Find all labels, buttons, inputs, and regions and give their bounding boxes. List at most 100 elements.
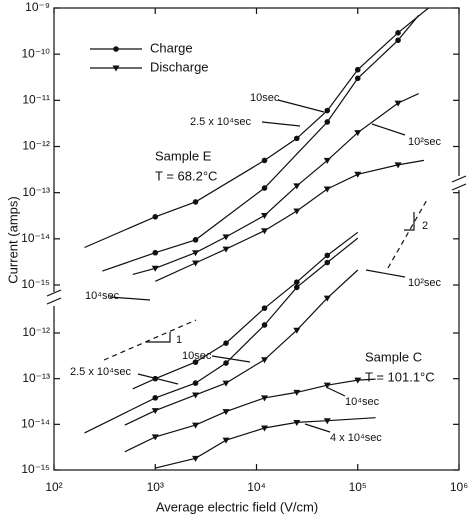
marker [261, 357, 269, 364]
series-line [84, 7, 429, 249]
leader-line [109, 296, 151, 301]
slope-triangle [404, 212, 415, 231]
axis-break-gap [49, 292, 59, 306]
leader-line [325, 386, 346, 397]
marker [151, 265, 159, 272]
y-tick-label: 10⁻¹¹ [22, 93, 50, 107]
marker [323, 157, 331, 164]
marker [192, 359, 199, 365]
axis-break [451, 175, 467, 183]
axis-break [451, 183, 467, 191]
marker [323, 186, 331, 193]
slope-triangle [146, 332, 171, 343]
marker [394, 100, 402, 107]
marker [293, 419, 301, 426]
y-tick-label: 10⁻¹³ [22, 371, 50, 385]
y-tick-label: 10⁻¹⁰ [22, 46, 51, 60]
y-tick-label: 10⁻⁹ [25, 0, 50, 14]
marker [113, 46, 119, 52]
y-tick-label: 10⁻¹⁴ [21, 417, 50, 431]
annotation: 10²sec [408, 136, 442, 148]
axis-break [46, 289, 62, 297]
legend-label: Discharge [150, 59, 209, 74]
marker [394, 162, 402, 169]
annotation: T = 101.1°C [365, 369, 435, 384]
slope-guide [103, 319, 197, 361]
legend-label: Charge [150, 40, 193, 55]
y-tick-label: 10⁻¹² [22, 139, 50, 153]
marker [192, 422, 200, 429]
marker [323, 295, 331, 302]
marker [152, 249, 159, 256]
marker [192, 455, 200, 462]
marker [293, 183, 301, 190]
marker [261, 322, 268, 328]
leader-line [261, 121, 301, 127]
marker [323, 382, 331, 389]
marker [222, 380, 230, 387]
marker [152, 395, 159, 401]
annotation: 2.5 x 10⁴sec [190, 116, 251, 128]
series-line [132, 231, 359, 390]
marker [261, 213, 269, 220]
series-line [124, 269, 359, 426]
marker [395, 30, 401, 36]
marker [324, 259, 331, 266]
marker [222, 234, 230, 241]
marker [192, 250, 200, 257]
marker [192, 380, 199, 386]
marker [261, 395, 269, 402]
annotation: 10²sec [408, 277, 442, 289]
annotation: 1 [176, 334, 182, 346]
marker [261, 305, 268, 311]
annotation: Sample C [365, 349, 422, 364]
marker [354, 377, 362, 384]
x-axis-label: Average electric field (V/cm) [156, 499, 318, 514]
marker [354, 171, 362, 178]
slope-guide [387, 197, 429, 269]
marker [222, 409, 230, 416]
marker [261, 185, 268, 191]
y-tick-label: 10⁻¹³ [22, 185, 50, 199]
marker [192, 392, 200, 399]
marker [223, 360, 229, 366]
y-axis-label: Current (amps) [5, 196, 20, 283]
axis-break-gap [454, 176, 464, 190]
marker [261, 228, 269, 235]
annotation: 10⁴sec [85, 290, 120, 302]
annotation: T = 68.2°C [155, 168, 217, 183]
axis-break [46, 297, 62, 305]
marker [293, 135, 300, 142]
annotation: 10sec [182, 350, 212, 362]
marker [293, 327, 301, 334]
x-tick-label: 10² [45, 480, 62, 494]
series-line [102, 14, 420, 272]
marker [261, 157, 268, 164]
leader-line [304, 423, 331, 433]
marker [192, 199, 199, 205]
y-tick-label: 10⁻¹⁴ [21, 231, 50, 245]
marker [293, 389, 301, 396]
y-tick-label: 10⁻¹² [22, 325, 50, 339]
marker [293, 279, 300, 285]
marker [192, 237, 199, 243]
marker [354, 130, 362, 137]
annotation: 10⁴sec [345, 396, 380, 408]
marker [112, 65, 120, 72]
leader-line [365, 269, 406, 278]
annotation: 2.5 x 10⁴sec [70, 366, 131, 378]
annotation: 2 [422, 220, 428, 232]
leader-line [137, 373, 179, 385]
leader-line [211, 355, 251, 363]
marker [324, 252, 331, 259]
y-tick-label: 10⁻¹⁵ [21, 462, 50, 476]
marker [323, 418, 331, 425]
marker [223, 340, 229, 346]
marker [151, 408, 159, 415]
marker [354, 66, 361, 73]
series-line [84, 237, 359, 434]
annotation: 10sec [250, 92, 280, 104]
marker [222, 246, 230, 253]
